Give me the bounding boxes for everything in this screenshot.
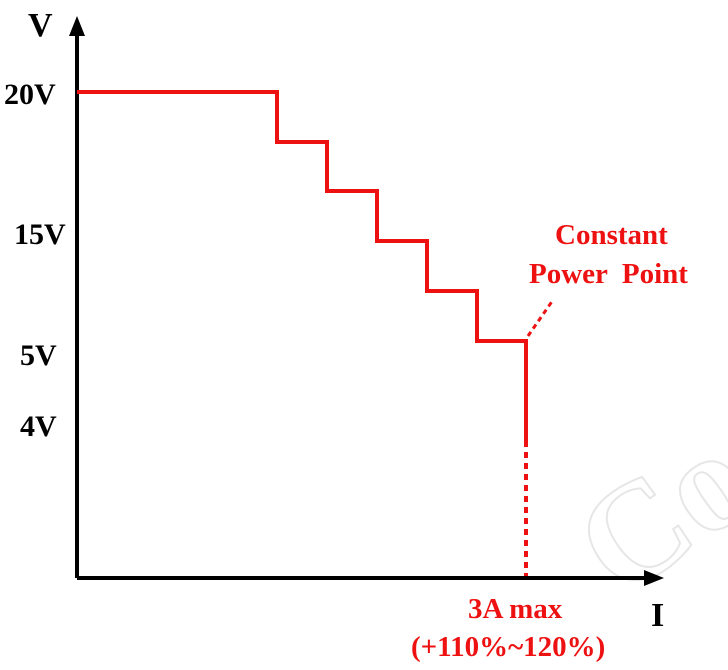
y-tick-20v: 20V xyxy=(4,78,56,111)
y-tick-5v: 5V xyxy=(20,339,57,372)
constant-power-label-line2: Power Point xyxy=(529,258,688,290)
y-tick-4v: 4V xyxy=(20,410,57,443)
y-tick-15v: 15V xyxy=(14,218,66,251)
x-axis-arrow-icon xyxy=(644,570,664,586)
constant-power-curve xyxy=(77,90,528,441)
current-max-label-line2: (+110%~120%) xyxy=(411,631,605,663)
y-axis-label: V xyxy=(28,7,53,44)
constant-power-pointer xyxy=(526,299,555,337)
current-max-label-line1: 3A max xyxy=(468,593,563,625)
watermark-text: Co xyxy=(549,400,728,625)
x-axis-label: I xyxy=(651,597,664,634)
y-axis-arrow-icon xyxy=(69,16,85,36)
constant-power-label-line1: Constant xyxy=(555,219,668,251)
